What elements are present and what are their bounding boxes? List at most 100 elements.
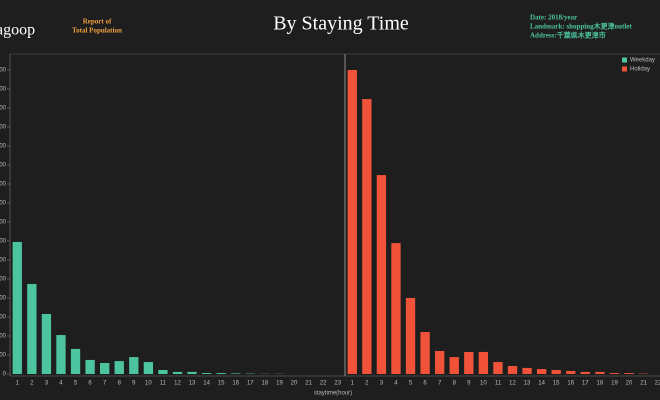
x-tick-label: 5 — [409, 381, 413, 387]
bar — [100, 362, 110, 374]
bar — [435, 351, 445, 374]
legend-swatch — [622, 57, 627, 63]
y-tick-label: 100 — [0, 353, 7, 359]
bar — [420, 332, 430, 374]
bar — [507, 366, 518, 374]
y-tick-label: 1600 — [0, 68, 7, 74]
x-tick-label: 15 — [553, 381, 560, 387]
y-tick-label: 500 — [0, 277, 7, 283]
report-label: Report of — [83, 18, 112, 26]
y-tick-label: 0 — [3, 372, 7, 378]
x-tick-label: 22 — [655, 381, 660, 387]
x-tick-label: 7 — [438, 381, 442, 387]
bar — [158, 370, 168, 374]
x-tick-label: 8 — [118, 381, 122, 387]
bar — [580, 371, 590, 374]
y-tick-label: 700 — [0, 239, 7, 245]
bar — [464, 351, 474, 374]
x-tick-label: 14 — [538, 381, 545, 387]
y-tick-label: 1300 — [0, 125, 7, 131]
bar — [376, 175, 387, 374]
x-tick-label: 8 — [453, 381, 457, 387]
x-tick-label: 11 — [495, 381, 502, 387]
bar — [624, 373, 634, 374]
y-tick-label: 1400 — [0, 106, 7, 112]
x-tick-label: 1 — [16, 381, 20, 387]
y-tick-label: 1100 — [0, 163, 7, 169]
x-tick-label: 9 — [467, 381, 471, 387]
x-tick-label: 15 — [218, 381, 225, 387]
x-tick-label: 10 — [145, 381, 152, 387]
bar — [347, 70, 357, 374]
x-tick-label: 17 — [582, 381, 589, 387]
bar — [56, 335, 66, 374]
x-tick-label: 19 — [611, 381, 618, 387]
bar — [362, 99, 372, 374]
x-tick-label: 20 — [626, 381, 633, 387]
x-tick-label: 16 — [232, 381, 239, 387]
x-tick-label: 6 — [423, 381, 427, 387]
info-line: Address:千葉県木更津市 — [530, 31, 606, 40]
bar — [129, 357, 139, 374]
y-tick-label: 200 — [0, 334, 7, 340]
x-tick-label: 22 — [320, 381, 327, 387]
x-tick-label: 6 — [88, 381, 92, 387]
bar — [493, 362, 503, 374]
bar — [391, 243, 401, 374]
x-tick-label: 2 — [365, 381, 369, 387]
x-tick-label: 12 — [509, 381, 516, 387]
x-tick-label: 7 — [103, 381, 107, 387]
x-tick-label: 11 — [160, 381, 167, 387]
bar — [114, 361, 124, 374]
x-tick-label: 23 — [334, 381, 341, 387]
legend-swatch — [622, 66, 627, 72]
x-tick-label: 17 — [247, 381, 254, 387]
bar — [449, 357, 459, 374]
bar — [187, 371, 197, 374]
x-tick-label: 5 — [74, 381, 78, 387]
info-line: Date: 2018/year — [530, 14, 577, 22]
chart-title: By Staying Time — [273, 13, 409, 35]
legend-label: Holiday — [630, 67, 650, 73]
x-tick-label: 4 — [59, 381, 63, 387]
bar — [85, 359, 95, 374]
bar — [551, 370, 561, 374]
bar — [201, 373, 212, 374]
bar — [566, 370, 576, 374]
x-tick-label: 21 — [305, 381, 312, 387]
x-axis-label: staytime(hour) — [314, 391, 352, 397]
x-tick-label: 19 — [276, 381, 283, 387]
y-tick-label: 300 — [0, 315, 7, 321]
logo: agoop — [0, 22, 35, 39]
y-tick-label: 400 — [0, 296, 7, 302]
bar — [216, 373, 226, 374]
y-tick-label: 600 — [0, 258, 7, 264]
x-tick-label: 20 — [291, 381, 298, 387]
bar — [12, 241, 22, 374]
bar — [27, 283, 37, 374]
x-tick-label: 3 — [380, 381, 384, 387]
x-tick-label: 1 — [351, 381, 355, 387]
bar — [70, 348, 81, 374]
y-tick-label: 1200 — [0, 144, 7, 150]
x-tick-label: 18 — [262, 381, 269, 387]
y-tick-label: 800 — [0, 220, 7, 226]
x-tick-label: 21 — [640, 381, 647, 387]
x-tick-label: 4 — [394, 381, 398, 387]
x-tick-label: 12 — [174, 381, 181, 387]
bar — [522, 367, 532, 374]
legend-label: Weekday — [630, 58, 655, 64]
bar — [231, 373, 241, 374]
y-tick-label: 900 — [0, 201, 7, 207]
x-tick-label: 18 — [597, 381, 604, 387]
x-tick-label: 3 — [45, 381, 49, 387]
x-tick-label: 16 — [567, 381, 574, 387]
bar — [143, 362, 154, 374]
bar — [609, 373, 620, 374]
bar — [478, 351, 489, 374]
bar — [595, 371, 605, 374]
x-tick-label: 13 — [524, 381, 531, 387]
x-tick-label: 2 — [30, 381, 34, 387]
